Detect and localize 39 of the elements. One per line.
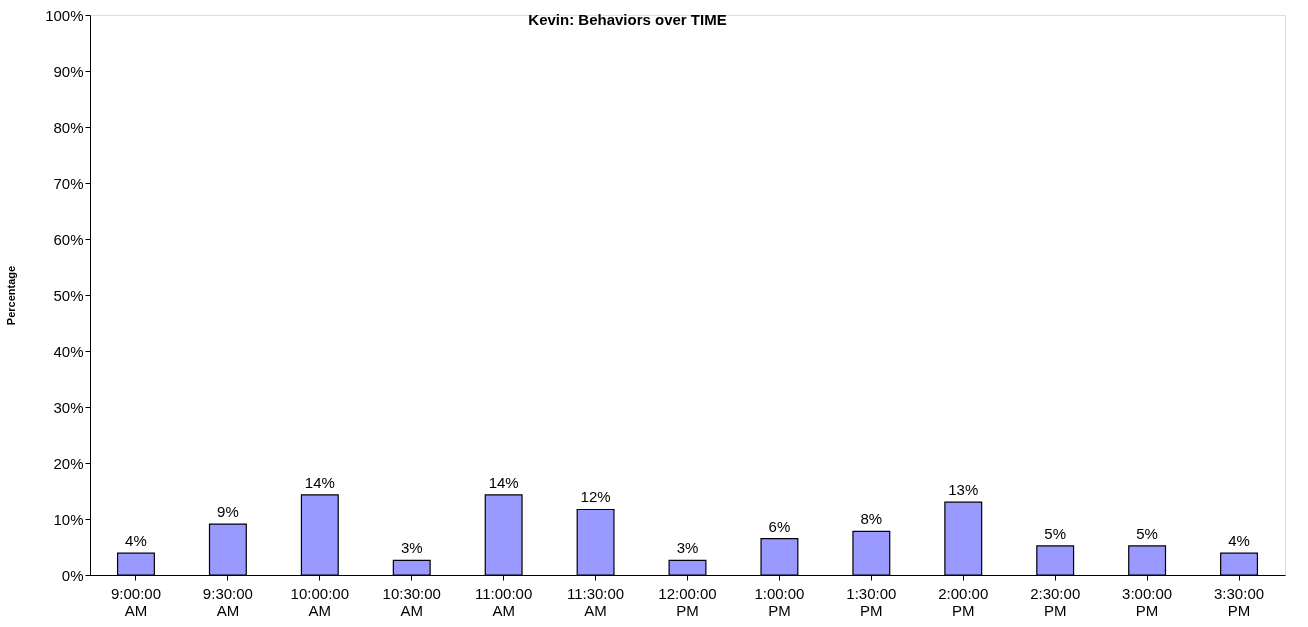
x-tick-label: 10:30:00 AM [382, 584, 441, 619]
data-label: 8% [860, 510, 883, 528]
y-tick-label: 60% [53, 230, 84, 248]
data-label: 9% [217, 503, 239, 521]
x-tick-label: 2:00:00 PM [938, 584, 989, 619]
x-tick-label: 10:00:00 AM [290, 584, 349, 619]
y-tick-label: 80% [53, 118, 84, 136]
y-tick-label: 30% [53, 398, 84, 416]
data-label: 4% [1228, 532, 1250, 550]
data-label: 3% [400, 539, 423, 557]
data-label: 5% [1136, 524, 1158, 542]
y-tick-label: 10% [53, 510, 84, 528]
data-label: 5% [1044, 524, 1067, 542]
y-tick-label: 20% [53, 454, 84, 472]
x-tick-label: 11:30:00 AM [566, 584, 625, 619]
x-tick-label: 3:00:00 PM [1122, 584, 1173, 619]
x-tick-label: 12:00:00 PM [658, 584, 717, 619]
y-tick-label: 70% [53, 174, 84, 192]
y-tick-label: 90% [53, 62, 84, 80]
y-tick-label: 100% [45, 6, 84, 24]
x-tick-label: 9:00:00 AM [110, 584, 161, 619]
y-tick-label: 40% [53, 342, 84, 360]
data-label: 14% [488, 473, 519, 491]
y-tick-label: 50% [53, 286, 84, 304]
x-tick-label: 2:30:00 PM [1030, 584, 1081, 619]
data-label: 14% [304, 473, 335, 491]
x-tick-label: 1:30:00 PM [846, 584, 897, 619]
x-tick-label: 1:00:00 PM [754, 584, 805, 619]
data-label: 12% [580, 488, 611, 506]
x-tick-label: 9:30:00 AM [202, 584, 253, 619]
data-label: 13% [948, 481, 979, 499]
data-label: 6% [768, 517, 791, 535]
data-label: 3% [676, 539, 699, 557]
x-tick-label: 3:30:00 PM [1214, 584, 1265, 619]
y-axis-title: Percentage [5, 265, 18, 326]
chart-title: Kevin: Behaviors over TIME [528, 11, 727, 28]
data-label: 4% [125, 532, 147, 550]
x-tick-label: 11:00:00 AM [475, 584, 533, 619]
y-tick-label: 0% [61, 566, 84, 584]
